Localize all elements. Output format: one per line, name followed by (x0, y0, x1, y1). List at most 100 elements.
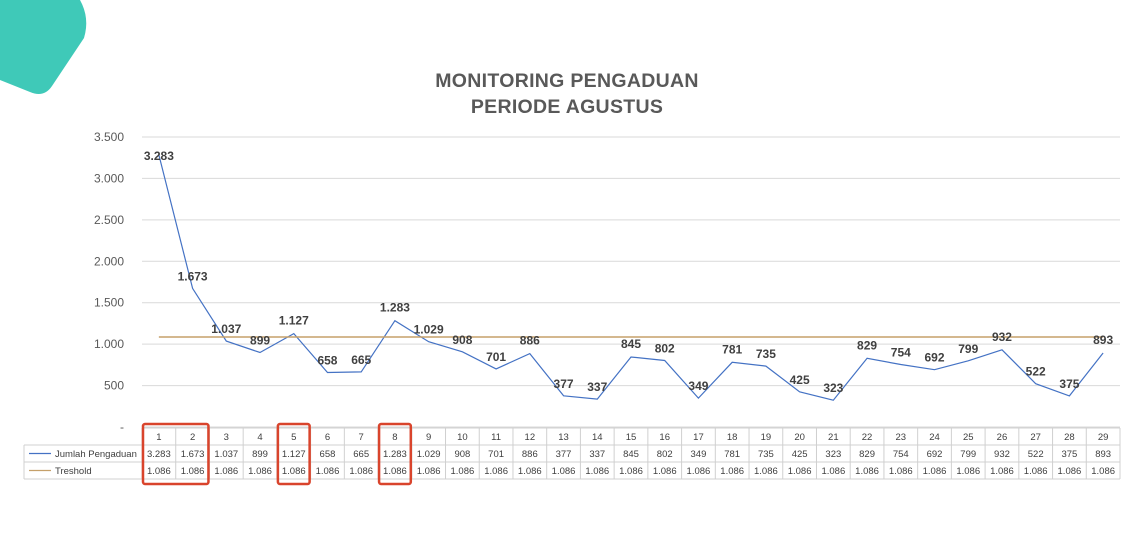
gridlines (142, 136, 1120, 428)
table-cell: 337 (589, 449, 605, 460)
category-label: 23 (896, 432, 907, 443)
table-cell: 1.086 (214, 466, 238, 477)
table-cell: 1.029 (417, 449, 441, 460)
category-label: 19 (761, 432, 772, 443)
table-cell: 1.086 (720, 466, 744, 477)
y-tick-label: 2.000 (94, 254, 124, 268)
table-cell: 1.086 (821, 466, 845, 477)
table-cell: 692 (927, 449, 943, 460)
table-cell: 754 (893, 449, 909, 460)
table-cell: 701 (488, 449, 504, 460)
y-tick-label: - (120, 420, 124, 434)
table-cell: 1.086 (653, 466, 677, 477)
data-label: 377 (554, 377, 574, 391)
highlight-box (141, 422, 210, 486)
table-cell: 1.086 (1058, 466, 1082, 477)
data-label: 375 (1059, 377, 1079, 391)
category-label: 15 (626, 432, 637, 443)
table-cell: 1.086 (147, 466, 171, 477)
legend-label: Treshold (55, 466, 92, 477)
data-label: 899 (250, 334, 270, 348)
table-cell: 1.086 (585, 466, 609, 477)
category-label: 26 (997, 432, 1008, 443)
category-label: 29 (1098, 432, 1109, 443)
table-cell: 1.086 (518, 466, 542, 477)
table-cell: 1.086 (687, 466, 711, 477)
table-cell: 781 (724, 449, 740, 460)
y-tick-label: 3.500 (94, 130, 124, 144)
data-label: 735 (756, 347, 776, 361)
table-cell: 1.673 (181, 449, 205, 460)
decorative-shape (0, 0, 87, 94)
table-cell: 1.037 (214, 449, 238, 460)
data-label: 1.127 (279, 314, 309, 328)
data-label: 1.283 (380, 301, 410, 315)
y-tick-label: 2.500 (94, 213, 124, 227)
table-cell: 845 (623, 449, 639, 460)
series-line-jumlah-pengaduan (158, 154, 1104, 401)
category-label: 18 (727, 432, 738, 443)
table-cell: 1.086 (450, 466, 474, 477)
category-label: 27 (1030, 432, 1041, 443)
data-label: 425 (790, 373, 810, 387)
category-label: 11 (491, 432, 501, 443)
data-label: 1.029 (414, 323, 444, 337)
table-cell: 1.086 (552, 466, 576, 477)
table-cell: 1.086 (383, 466, 407, 477)
data-label: 522 (1026, 365, 1046, 379)
table-cell: 349 (691, 449, 707, 460)
category-label: 20 (794, 432, 805, 443)
data-label: 932 (992, 330, 1012, 344)
table-cell: 1.283 (383, 449, 407, 460)
table-cell: 735 (758, 449, 774, 460)
table-cell: 522 (1028, 449, 1044, 460)
category-label: 1 (156, 432, 161, 443)
table-cell: 377 (556, 449, 572, 460)
table-cell: 1.086 (619, 466, 643, 477)
data-label: 845 (621, 337, 641, 351)
y-tick-label: 3.000 (94, 171, 124, 185)
data-label: 754 (891, 346, 911, 360)
data-label: 908 (452, 333, 472, 347)
data-label: 886 (520, 334, 540, 348)
table-cell: 1.086 (1091, 466, 1115, 477)
chart-title: MONITORING PENGADUAN PERIODE AGUSTUS (0, 68, 1134, 120)
data-label: 799 (958, 342, 978, 356)
category-label: 14 (592, 432, 603, 443)
chart-title-line2: PERIODE AGUSTUS (470, 96, 664, 118)
data-label: 893 (1093, 333, 1113, 347)
table-cell: 1.086 (316, 466, 340, 477)
data-table: 1 2 3 4 5 6 7 8 9 10 11 12 13 14 15 16 17 18 19 20 21 22 23 24 2… (23, 427, 1121, 480)
highlight-box (377, 422, 413, 486)
category-label: 12 (525, 432, 536, 443)
table-cell: 1.086 (417, 466, 441, 477)
table-cell: 1.086 (889, 466, 913, 477)
data-label: 1.037 (211, 322, 241, 336)
data-label: 829 (857, 338, 877, 352)
highlight-boxes (141, 422, 413, 486)
table-cell: 1.086 (788, 466, 812, 477)
data-label: 692 (925, 351, 945, 365)
category-label: 3 (224, 432, 229, 443)
table-cell: 893 (1095, 449, 1111, 460)
data-label: 658 (317, 353, 337, 367)
table-cell: 1.127 (282, 449, 306, 460)
table-cell: 1.086 (956, 466, 980, 477)
highlight-box (276, 422, 311, 486)
category-label: 9 (426, 432, 431, 443)
table-cell: 323 (825, 449, 841, 460)
table-cell: 1.086 (754, 466, 778, 477)
category-label: 6 (325, 432, 330, 443)
table-cell: 908 (454, 449, 470, 460)
table-cell: 425 (792, 449, 808, 460)
data-label: 802 (655, 342, 675, 356)
y-tick-label: 1.000 (94, 337, 124, 351)
data-label: 323 (823, 381, 843, 395)
category-label: 4 (257, 432, 262, 443)
y-tick-label: 1.500 (94, 296, 124, 310)
table-cell: 1.086 (990, 466, 1014, 477)
table-cell: 3.283 (147, 449, 171, 460)
data-label: 337 (587, 380, 607, 394)
table-cell: 658 (320, 449, 336, 460)
category-label: 7 (359, 432, 364, 443)
